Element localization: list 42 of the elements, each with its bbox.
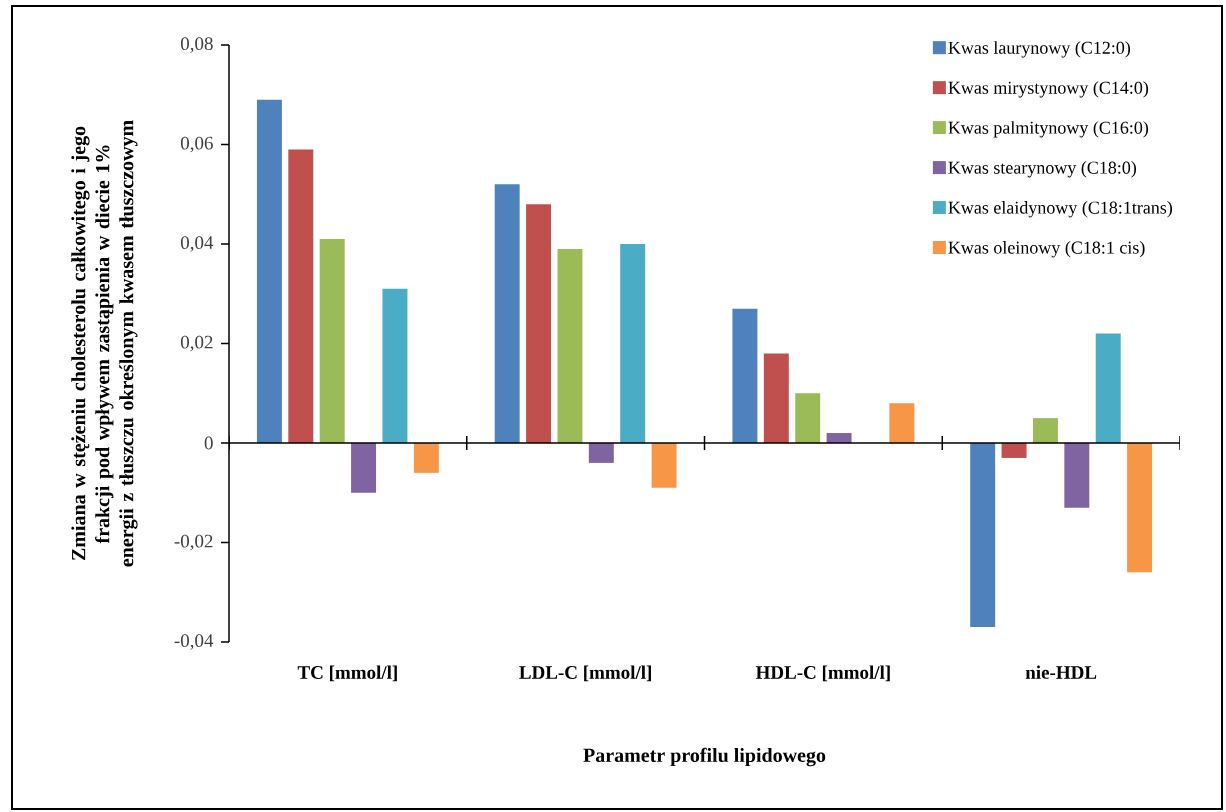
- bar: [319, 239, 345, 443]
- bar: [588, 443, 614, 463]
- x-tick-label: TC [mmol/l]: [297, 665, 397, 682]
- bar: [1064, 443, 1090, 508]
- bar: [1032, 418, 1058, 443]
- y-tick-label: 0,04: [180, 236, 214, 252]
- bar: [826, 433, 852, 443]
- y-tick-label: -0,04: [174, 634, 214, 650]
- legend-label: Kwas laurynowy (C12:0): [948, 41, 1131, 58]
- x-tick-label: LDL-C [mmol/l]: [519, 665, 651, 682]
- bar: [763, 353, 789, 443]
- bar: [256, 99, 282, 443]
- bar: [651, 443, 677, 488]
- y-tick-label: 0,06: [180, 136, 213, 153]
- bar: [732, 308, 758, 443]
- legend-label: Kwas mirystynowy (C14:0): [948, 81, 1149, 98]
- x-tick-label: HDL-C [mmol/l]: [755, 665, 890, 682]
- bar: [288, 149, 314, 443]
- x-tick-label: nie-HDL: [1025, 665, 1097, 679]
- bar: [413, 443, 439, 473]
- y-tick-label: 0: [204, 436, 213, 450]
- x-axis-title: Parametr profilu lipidowego: [583, 747, 826, 767]
- y-tick-label: 0,08: [180, 37, 213, 53]
- y-axis-title: Zmiana w stężeniu cholesterolu całkowitego i jego frakcji pod wpływem zastąpienia w diecie 1% energii z tłuszczu określonym kwasem tłuszczowym: [71, 120, 138, 567]
- bar: [970, 443, 996, 628]
- bar: [557, 248, 583, 443]
- bar: [795, 393, 821, 443]
- bar: [620, 244, 646, 443]
- bar: [1127, 443, 1153, 573]
- bar: [351, 443, 377, 493]
- bar: [494, 184, 520, 443]
- bar: [382, 288, 408, 443]
- y-tick-label: 0,02: [180, 335, 213, 352]
- bar: [1095, 333, 1121, 443]
- legend-label: Kwas palmitynowy (C16:0): [948, 121, 1149, 138]
- legend-label: Kwas elaidynowy (C18:1trans): [948, 201, 1173, 218]
- bar: [1001, 443, 1027, 458]
- bar: [526, 204, 552, 443]
- legend-label: Kwas oleinowy (C18:1 cis): [948, 241, 1145, 258]
- legend-label: Kwas stearynowy (C18:0): [948, 161, 1137, 178]
- y-tick-label: -0,02: [174, 534, 213, 551]
- bar: [889, 403, 915, 443]
